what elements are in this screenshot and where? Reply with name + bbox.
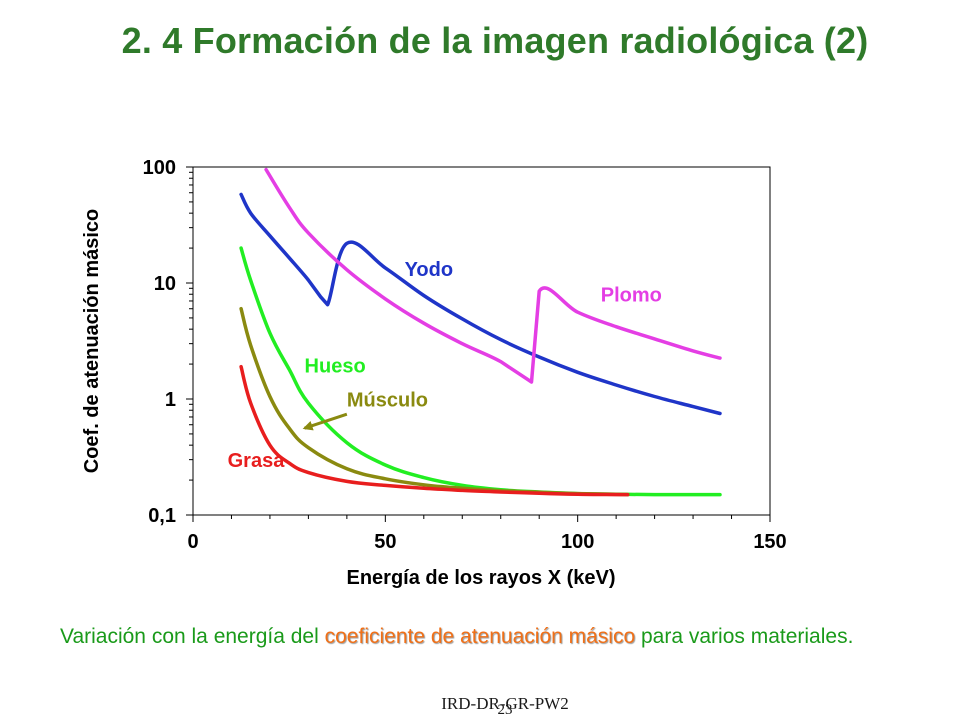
- series-line-plomo: [264, 167, 722, 384]
- series-line-músculo: [239, 306, 630, 497]
- plot-frame: [192, 166, 771, 516]
- y-tick-label: 100: [143, 157, 176, 179]
- series-line-grasa: [239, 364, 630, 497]
- y-tick-label: 1: [165, 389, 176, 411]
- musculo-arrow: [302, 412, 348, 431]
- series-label: Hueso: [305, 355, 366, 377]
- slide-title: 2. 4 Formación de la imagen radiológica …: [121, 20, 869, 61]
- caption-highlight: coeficiente de atenuación másico: [324, 625, 636, 648]
- series-label: Yodo: [405, 259, 454, 281]
- page-number: 23: [497, 702, 513, 718]
- y-axis-title: Coef. de atenuación másico: [81, 209, 103, 474]
- x-tick-label: 0: [187, 531, 198, 553]
- x-axis-title: Energía de los rayos X (keV): [347, 567, 616, 589]
- x-tick-label: 50: [374, 531, 396, 553]
- y-tick-label: 10: [154, 273, 176, 295]
- series-label: Plomo: [601, 285, 662, 307]
- series-label: Músculo: [347, 390, 428, 412]
- x-tick-label: 150: [753, 531, 786, 553]
- series-label: Grasa: [228, 450, 286, 472]
- series-line-yodo: [239, 192, 722, 416]
- caption-suffix: para varios materiales.: [635, 625, 854, 648]
- caption-prefix: Variación con la energía del: [60, 625, 325, 648]
- y-tick-label: 0,1: [148, 505, 176, 527]
- footer-code: IRD-DR-GR-PW2: [441, 694, 569, 713]
- caption: Variación con la energía del coeficiente…: [60, 622, 920, 651]
- x-tick-label: 100: [561, 531, 594, 553]
